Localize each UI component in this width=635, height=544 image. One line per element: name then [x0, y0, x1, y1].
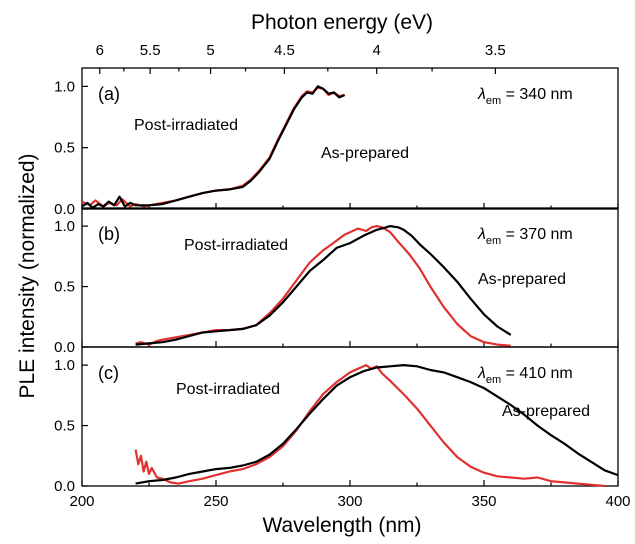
post-irradiated-label: Post-irradiated	[184, 237, 288, 254]
top-tick-label: 4.5	[274, 42, 295, 59]
as-prepared-label: As-prepared	[321, 145, 409, 162]
y-tick-label: 1.0	[54, 218, 75, 235]
top-tick-label: 5	[206, 42, 214, 59]
lambda-em-label: λem = 370 nm	[477, 226, 573, 247]
y-tick-label: 1.0	[54, 78, 75, 95]
post-irradiated-label: Post-irradiated	[134, 117, 238, 134]
lambda-em-label: λem = 410 nm	[477, 365, 573, 386]
as-prepared-line	[81, 85, 346, 209]
post-irradiated-line	[81, 86, 345, 208]
bottom-axis-title: Wavelength (nm)	[262, 514, 421, 537]
as-prepared-line	[135, 364, 619, 485]
top-tick-label: 5.5	[140, 42, 161, 59]
as-prepared-line	[135, 225, 512, 346]
panel-letter: (a)	[98, 84, 120, 104]
panel-1: 0.0 0.5 1.0 6 5.5 5 4.5 4 3.5 (a) λem = 340 nm Post…	[54, 42, 619, 218]
top-tick-label: 4	[373, 42, 381, 59]
x-tick-label: 200	[69, 493, 94, 510]
post-irradiated-label: Post-irradiated	[176, 381, 280, 398]
y-tick-label: 0.0	[54, 201, 75, 218]
as-prepared-label: As-prepared	[478, 271, 566, 288]
x-tick-label: 400	[605, 493, 630, 510]
panel-letter: (b)	[98, 224, 120, 244]
post-irradiated-line	[135, 225, 511, 347]
y-tick-label: 1.0	[54, 357, 75, 374]
y-axis-title: PLE intensity (normalized)	[16, 153, 39, 398]
as-prepared-label: As-prepared	[502, 403, 590, 420]
x-tick-label: 350	[471, 493, 496, 510]
panel-2: 0.0 0.5 1.0 (b) λem = 370 nm Post-irradiated A…	[54, 207, 619, 356]
panel-letter: (c)	[98, 363, 119, 383]
y-tick-label: 0.5	[54, 140, 75, 157]
top-tick-label: 3.5	[485, 42, 506, 59]
panel-3: 0.0 0.5 1.0 (c) λem = 410 nm Post-irradiated A…	[54, 346, 619, 495]
y-tick-label: 0.5	[54, 279, 75, 296]
panels-group: 0.0 0.5 1.0 6 5.5 5 4.5 4 3.5 (a) λem = 340 nm Post…	[54, 42, 630, 510]
y-tick-label: 0.5	[54, 418, 75, 435]
post-irradiated-line	[134, 364, 605, 488]
lambda-em-label: λem = 340 nm	[477, 86, 573, 107]
y-tick-label: 0.0	[54, 339, 75, 356]
x-tick-label: 300	[337, 493, 362, 510]
top-tick-label: 6	[96, 42, 104, 59]
top-axis-title: Photon energy (eV)	[251, 11, 433, 34]
y-tick-label: 0.0	[54, 478, 75, 495]
x-tick-label: 250	[203, 493, 228, 510]
